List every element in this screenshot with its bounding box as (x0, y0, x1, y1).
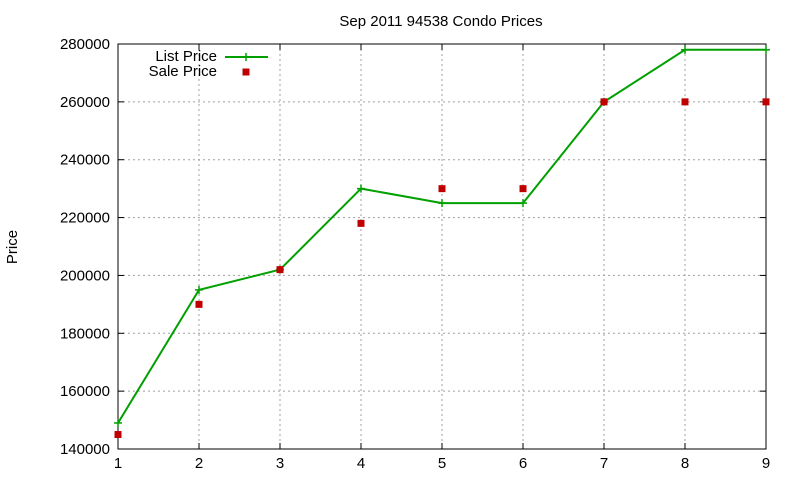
legend-label-sale-price: Sale Price (149, 63, 217, 80)
x-tick-label: 6 (519, 455, 527, 472)
sale-price-point (762, 98, 770, 106)
x-tick-label: 2 (195, 455, 203, 472)
y-tick-label: 220000 (60, 210, 110, 227)
legend-marker-sale-price (242, 68, 250, 76)
x-tick-label: 1 (114, 455, 122, 472)
sale-price-point (357, 219, 365, 227)
y-tick-label: 140000 (60, 441, 110, 458)
y-tick-label: 180000 (60, 325, 110, 342)
sale-price-point (195, 300, 203, 308)
x-tick-label: 9 (762, 455, 770, 472)
legend-marker-list-price (242, 53, 250, 61)
list-price-point (114, 418, 122, 427)
x-tick-label: 4 (357, 455, 365, 472)
x-tick-label: 7 (600, 455, 608, 472)
chart-title: Sep 2011 94538 Condo Prices (339, 13, 542, 30)
sale-price-point (114, 431, 122, 439)
y-tick-label: 260000 (60, 94, 110, 111)
axis-ticks: 140000 160000 180000 200000 220000 240000 2600… (60, 36, 770, 472)
series-layer (114, 45, 770, 439)
list-price-point (195, 285, 203, 294)
y-axis-title: Price (4, 230, 21, 264)
legend-label-list-price: List Price (155, 48, 217, 65)
y-tick-label: 200000 (60, 267, 110, 284)
sale-price-point (276, 266, 284, 274)
list-price-point (357, 184, 365, 193)
x-tick-label: 8 (681, 455, 689, 472)
sale-price-point (438, 185, 446, 193)
grid-lines (118, 44, 766, 449)
x-tick-label: 5 (438, 455, 446, 472)
sale-price-point (519, 185, 527, 193)
list-price-point (681, 45, 689, 54)
y-tick-label: 240000 (60, 152, 110, 169)
sale-price-point (600, 98, 608, 106)
list-price-point (519, 199, 527, 208)
y-tick-label: 280000 (60, 36, 110, 53)
sale-price-point (681, 98, 689, 106)
y-tick-label: 160000 (60, 383, 110, 400)
x-tick-label: 3 (276, 455, 284, 472)
list-price-point (438, 199, 446, 208)
list-price-point (762, 45, 770, 54)
